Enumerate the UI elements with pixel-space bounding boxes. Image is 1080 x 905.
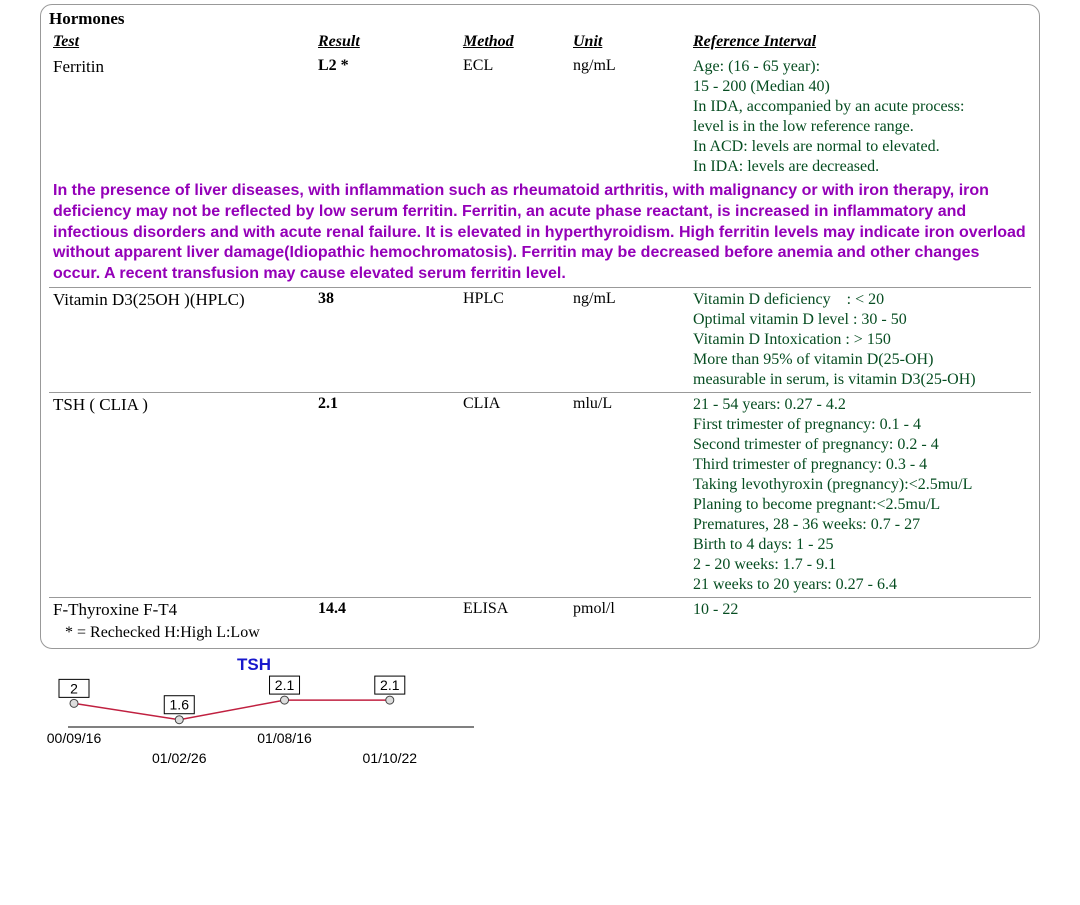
method-value: ECL bbox=[459, 55, 569, 179]
result-value: 14.4 bbox=[314, 597, 459, 622]
method-value: ELISA bbox=[459, 597, 569, 622]
header-test: Test bbox=[49, 31, 314, 55]
test-name: TSH ( CLIA ) bbox=[49, 392, 314, 597]
test-name: Vitamin D3(25OH )(HPLC) bbox=[49, 287, 314, 392]
chart-point-value: 2.1 bbox=[380, 677, 400, 693]
unit-value: pmol/l bbox=[569, 597, 689, 622]
result-legend: * = Rechecked H:High L:Low bbox=[49, 622, 1031, 642]
header-method: Method bbox=[459, 31, 569, 55]
header-unit: Unit bbox=[569, 31, 689, 55]
chart-point-value: 1.6 bbox=[170, 697, 190, 713]
tsh-trend-chart: TSH 2 00/09/16 1.6 01/02/26 2.1 01/08/16 2.1 01… bbox=[34, 655, 474, 785]
unit-value: mlu/L bbox=[569, 392, 689, 597]
chart-point-value: 2 bbox=[70, 680, 78, 696]
chart-point-value: 2.1 bbox=[275, 677, 295, 693]
chart-date-label: 01/10/22 bbox=[363, 750, 418, 766]
result-value: L2 * bbox=[314, 55, 459, 179]
result-value: 38 bbox=[314, 287, 459, 392]
result-row: Vitamin D3(25OH )(HPLC)38HPLCng/mLVitami… bbox=[49, 287, 1031, 392]
chart-title: TSH bbox=[34, 655, 474, 675]
header-row: Test Result Method Unit Reference Interv… bbox=[49, 31, 1031, 55]
result-row: TSH ( CLIA )2.1CLIAmlu/L21 - 54 years: 0… bbox=[49, 392, 1031, 597]
reference-interval: Vitamin D deficiency : < 20Optimal vitam… bbox=[689, 287, 1031, 392]
reference-interval: Age: (16 - 65 year):15 - 200 (Median 40)… bbox=[689, 55, 1031, 179]
chart-svg: 2 00/09/16 1.6 01/02/26 2.1 01/08/16 2.1 01/10/… bbox=[34, 675, 474, 785]
section-title: Hormones bbox=[49, 7, 1031, 31]
method-value: CLIA bbox=[459, 392, 569, 597]
result-value: 2.1 bbox=[314, 392, 459, 597]
header-result: Result bbox=[314, 31, 459, 55]
reference-interval: 10 - 22 bbox=[689, 597, 1031, 622]
clinical-note: In the presence of liver diseases, with … bbox=[49, 179, 1031, 287]
reference-interval: 21 - 54 years: 0.27 - 4.2First trimester… bbox=[689, 392, 1031, 597]
method-value: HPLC bbox=[459, 287, 569, 392]
test-name: Ferritin bbox=[49, 55, 314, 179]
result-row: FerritinL2 *ECLng/mLAge: (16 - 65 year):… bbox=[49, 55, 1031, 179]
unit-value: ng/mL bbox=[569, 55, 689, 179]
chart-date-label: 01/08/16 bbox=[257, 730, 312, 746]
test-name: F-Thyroxine F-T4 bbox=[49, 597, 314, 622]
result-row: F-Thyroxine F-T414.4ELISApmol/l10 - 22 bbox=[49, 597, 1031, 622]
clinical-note-row: In the presence of liver diseases, with … bbox=[49, 179, 1031, 287]
unit-value: ng/mL bbox=[569, 287, 689, 392]
lab-report-panel: Hormones Test Result Method Unit Referen… bbox=[40, 4, 1040, 649]
chart-date-label: 00/09/16 bbox=[47, 730, 102, 746]
chart-date-label: 01/02/26 bbox=[152, 750, 207, 766]
header-reference: Reference Interval bbox=[689, 31, 1031, 55]
results-table: Test Result Method Unit Reference Interv… bbox=[49, 31, 1031, 622]
